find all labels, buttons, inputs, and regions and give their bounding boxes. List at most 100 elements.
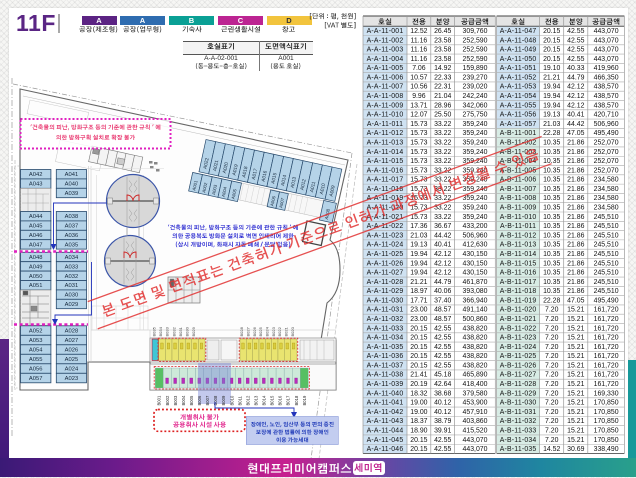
svg-text:42.55: 42.55 — [434, 446, 451, 453]
svg-text:21.86: 21.86 — [567, 195, 584, 202]
svg-text:245,510: 245,510 — [594, 279, 619, 286]
svg-text:7.20: 7.20 — [545, 427, 559, 434]
svg-text:161,720: 161,720 — [594, 325, 619, 332]
svg-text:40.12: 40.12 — [434, 400, 451, 407]
svg-text:40.41: 40.41 — [567, 112, 584, 119]
svg-text:20.15: 20.15 — [410, 353, 427, 360]
svg-text:A-B-11-012: A-B-11-012 — [500, 232, 537, 239]
svg-text:A047: A047 — [29, 242, 43, 248]
svg-text:47.05: 47.05 — [567, 297, 584, 304]
svg-text:170,850: 170,850 — [594, 400, 619, 407]
svg-text:19.13: 19.13 — [543, 112, 560, 119]
svg-text:A-B-11-029: A-B-11-029 — [500, 390, 537, 397]
svg-text:A-A-11-051: A-A-11-051 — [500, 65, 537, 72]
svg-text:379,580: 379,580 — [463, 390, 488, 397]
svg-text:415,520: 415,520 — [463, 427, 488, 434]
svg-text:A-A-11-040: A-A-11-040 — [367, 390, 404, 397]
svg-text:18.32: 18.32 — [410, 390, 427, 397]
svg-text:A027: A027 — [65, 338, 79, 344]
svg-text:33.22: 33.22 — [434, 130, 451, 137]
svg-text:B009: B009 — [221, 395, 226, 405]
svg-text:495,490: 495,490 — [594, 130, 619, 137]
svg-text:20.15: 20.15 — [410, 335, 427, 342]
svg-text:7.20: 7.20 — [545, 362, 559, 369]
svg-text:A-B-11-025: A-B-11-025 — [500, 353, 537, 360]
svg-text:12.07: 12.07 — [410, 112, 427, 119]
svg-text:466,350: 466,350 — [594, 74, 619, 81]
svg-text:19.94: 19.94 — [543, 102, 560, 109]
svg-text:21.86: 21.86 — [567, 242, 584, 249]
svg-text:A-B-11-001: A-B-11-001 — [500, 130, 537, 137]
svg-text:443,070: 443,070 — [463, 446, 488, 453]
svg-text:A-A-11-008: A-A-11-008 — [367, 93, 404, 100]
svg-text:15.21: 15.21 — [567, 335, 584, 342]
svg-text:A023: A023 — [65, 376, 79, 382]
svg-text:10.35: 10.35 — [543, 288, 560, 295]
svg-text:38.79: 38.79 — [434, 418, 451, 425]
svg-text:15.21: 15.21 — [567, 390, 584, 397]
svg-text:252,590: 252,590 — [463, 47, 488, 54]
svg-text:438,820: 438,820 — [463, 344, 488, 351]
svg-text:453,900: 453,900 — [463, 400, 488, 407]
svg-text:42.55: 42.55 — [434, 437, 451, 444]
svg-text:18.37: 18.37 — [410, 418, 427, 425]
svg-text:359,240: 359,240 — [463, 121, 488, 128]
svg-text:A-B-11-034: A-B-11-034 — [500, 437, 537, 444]
svg-text:B010: B010 — [229, 395, 234, 405]
svg-text:21.86: 21.86 — [567, 167, 584, 174]
svg-text:7.20: 7.20 — [545, 353, 559, 360]
svg-text:A-B-11-003: A-B-11-003 — [500, 149, 537, 156]
svg-text:A-A-11-036: A-A-11-036 — [367, 353, 404, 360]
svg-text:A-B-11-007: A-B-11-007 — [500, 186, 537, 193]
svg-text:42.55: 42.55 — [434, 353, 451, 360]
svg-text:7.20: 7.20 — [545, 316, 559, 323]
svg-text:A-A-11-009: A-A-11-009 — [367, 102, 404, 109]
svg-text:A-B-11-006: A-B-11-006 — [500, 177, 537, 184]
svg-text:7.20: 7.20 — [545, 381, 559, 388]
svg-text:457,910: 457,910 — [463, 409, 488, 416]
svg-text:21.86: 21.86 — [567, 260, 584, 267]
svg-text:161,720: 161,720 — [594, 353, 619, 360]
svg-text:42.55: 42.55 — [567, 47, 584, 54]
svg-text:A-B-11-019: A-B-11-019 — [500, 297, 537, 304]
svg-text:B029: B029 — [191, 326, 196, 336]
svg-text:A-B-11-002: A-B-11-002 — [500, 139, 537, 146]
svg-text:B004: B004 — [181, 395, 186, 405]
svg-text:10.35: 10.35 — [543, 270, 560, 277]
svg-text:234,580: 234,580 — [594, 177, 619, 184]
svg-text:A-B-11-026: A-B-11-026 — [500, 362, 537, 369]
svg-text:7.06: 7.06 — [412, 65, 426, 72]
svg-text:20.15: 20.15 — [410, 446, 427, 453]
svg-text:B011: B011 — [237, 395, 242, 405]
svg-text:338,490: 338,490 — [594, 446, 619, 453]
svg-text:A033: A033 — [65, 264, 79, 270]
svg-text:A-B-11-010: A-B-11-010 — [500, 214, 537, 221]
svg-text:42.12: 42.12 — [567, 102, 584, 109]
svg-text:7.20: 7.20 — [545, 390, 559, 397]
svg-text:A-A-11-041: A-A-11-041 — [367, 400, 404, 407]
svg-text:245,510: 245,510 — [594, 270, 619, 277]
svg-text:20.15: 20.15 — [410, 362, 427, 369]
svg-text:A051: A051 — [29, 283, 43, 289]
svg-text:9.96: 9.96 — [412, 93, 426, 100]
svg-text:21.86: 21.86 — [567, 232, 584, 239]
svg-text:10.35: 10.35 — [543, 149, 560, 156]
svg-text:419,960: 419,960 — [594, 65, 619, 72]
svg-text:15.21: 15.21 — [567, 307, 584, 314]
svg-text:A-A-11-007: A-A-11-007 — [367, 84, 404, 91]
svg-text:A-A-11-010: A-A-11-010 — [367, 112, 404, 119]
svg-text:19.00: 19.00 — [410, 400, 427, 407]
svg-text:A050: A050 — [29, 274, 43, 280]
svg-text:B026: B026 — [252, 326, 257, 336]
svg-text:10.35: 10.35 — [543, 195, 560, 202]
svg-text:15.73: 15.73 — [410, 130, 427, 137]
svg-text:A-A-11-057: A-A-11-057 — [500, 121, 537, 128]
svg-text:42.64: 42.64 — [434, 381, 451, 388]
svg-text:B027: B027 — [246, 326, 251, 336]
svg-text:A-B-11-005: A-B-11-005 — [500, 167, 537, 174]
svg-text:A029: A029 — [65, 302, 79, 308]
svg-text:A-B-11-008: A-B-11-008 — [500, 195, 537, 202]
svg-text:38.68: 38.68 — [434, 390, 451, 397]
svg-text:13.71: 13.71 — [410, 102, 427, 109]
svg-text:21.86: 21.86 — [567, 177, 584, 184]
